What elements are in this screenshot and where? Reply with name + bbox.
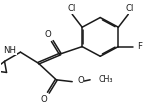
Text: Cl: Cl — [125, 4, 134, 13]
Text: Cl: Cl — [67, 4, 75, 13]
Text: O: O — [77, 76, 84, 85]
Text: O: O — [41, 95, 48, 103]
Text: NH: NH — [3, 46, 16, 55]
Text: F: F — [137, 42, 142, 51]
Text: O: O — [45, 30, 52, 39]
Text: CH₃: CH₃ — [98, 75, 112, 84]
